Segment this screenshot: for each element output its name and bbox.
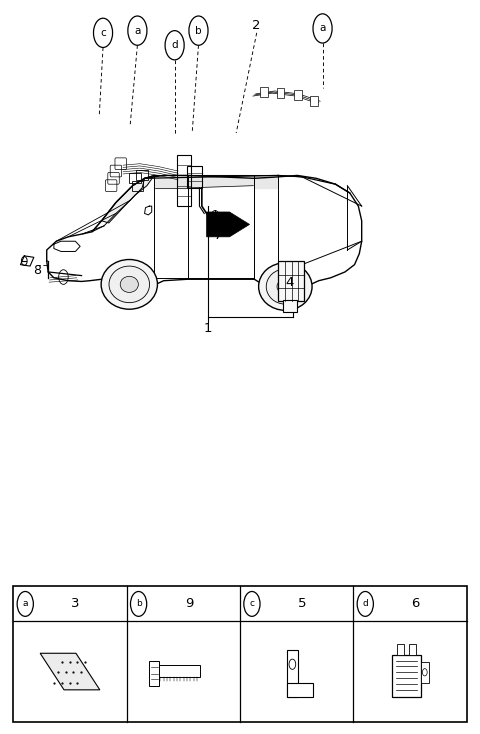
Text: 3: 3 xyxy=(72,597,80,611)
Ellipse shape xyxy=(101,260,157,309)
Text: d: d xyxy=(362,600,368,608)
Text: 6: 6 xyxy=(411,597,420,611)
Ellipse shape xyxy=(266,269,304,304)
Bar xyxy=(287,650,298,697)
Bar xyxy=(420,662,429,683)
Bar xyxy=(132,181,143,191)
Bar xyxy=(149,661,159,686)
Text: a: a xyxy=(23,600,28,608)
Ellipse shape xyxy=(259,263,312,310)
Polygon shape xyxy=(206,212,250,237)
Polygon shape xyxy=(40,653,100,690)
Bar xyxy=(13,586,467,722)
Text: 1: 1 xyxy=(204,322,212,335)
Bar xyxy=(409,644,416,655)
Bar xyxy=(157,665,200,677)
Bar xyxy=(287,683,313,697)
Bar xyxy=(177,155,192,206)
Polygon shape xyxy=(255,175,277,188)
Circle shape xyxy=(422,669,427,676)
Bar xyxy=(129,173,141,184)
Text: 2: 2 xyxy=(252,19,261,32)
Text: c: c xyxy=(250,600,254,608)
Polygon shape xyxy=(155,175,187,188)
Bar xyxy=(277,87,284,98)
Bar xyxy=(136,170,148,180)
Bar xyxy=(187,166,202,188)
Text: 9: 9 xyxy=(185,597,193,611)
Text: a: a xyxy=(319,23,326,34)
Text: b: b xyxy=(136,600,142,608)
Bar xyxy=(283,300,297,312)
Text: 8: 8 xyxy=(33,264,41,277)
Polygon shape xyxy=(189,175,253,188)
Text: 4: 4 xyxy=(285,277,293,289)
Text: d: d xyxy=(171,40,178,50)
Ellipse shape xyxy=(277,279,294,294)
Text: 7: 7 xyxy=(214,229,223,242)
Polygon shape xyxy=(102,175,154,223)
Bar xyxy=(310,95,318,106)
Bar xyxy=(294,90,302,100)
Bar xyxy=(278,261,304,301)
Text: c: c xyxy=(100,28,106,38)
Ellipse shape xyxy=(109,266,150,302)
Bar xyxy=(397,644,404,655)
Text: b: b xyxy=(195,26,202,36)
Circle shape xyxy=(289,659,296,669)
Ellipse shape xyxy=(120,276,138,292)
Text: 5: 5 xyxy=(298,597,307,611)
Bar xyxy=(260,87,268,97)
Bar xyxy=(392,655,420,697)
Text: a: a xyxy=(134,26,141,36)
